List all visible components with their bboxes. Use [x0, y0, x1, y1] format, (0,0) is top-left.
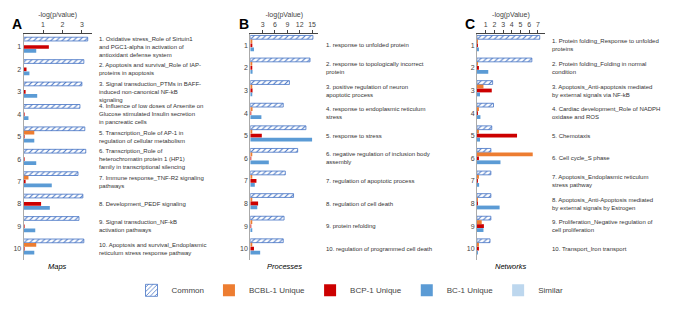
svg-text:10: 10 — [240, 245, 248, 252]
svg-text:2: 2 — [244, 64, 248, 71]
svg-text:2. Apoptosis and survival_Role: 2. Apoptosis and survival_Role of IAP-pr… — [99, 62, 201, 76]
svg-text:1: 1 — [17, 43, 21, 50]
svg-text:6. negative regulation of incl: 6. negative regulation of inclusion body… — [326, 151, 430, 165]
svg-text:1: 1 — [244, 42, 248, 49]
svg-text:9: 9 — [17, 223, 21, 230]
svg-text:7. Immune response_TNF-R2 sign: 7. Immune response_TNF-R2 signalingpathw… — [99, 175, 204, 189]
svg-text:1: 1 — [41, 21, 45, 28]
svg-text:BCBL-1 Unique: BCBL-1 Unique — [249, 286, 305, 295]
svg-text:6. Transcription_Role ofhetero: 6. Transcription_Role ofheterochromatin … — [99, 148, 185, 170]
svg-text:3: 3 — [244, 87, 248, 94]
svg-text:8: 8 — [471, 200, 475, 207]
svg-text:2: 2 — [17, 66, 21, 73]
svg-text:10: 10 — [467, 245, 475, 252]
svg-text:3. Signal transduction_PTMs in: 3. Signal transduction_PTMs in BAFF-indu… — [99, 81, 201, 103]
svg-text:10. regulation of programmed c: 10. regulation of programmed cell death — [326, 246, 432, 252]
svg-text:3: 3 — [261, 21, 265, 28]
svg-text:6: 6 — [527, 21, 531, 28]
svg-text:8: 8 — [244, 200, 248, 207]
svg-text:9: 9 — [285, 21, 289, 28]
svg-text:5: 5 — [244, 132, 248, 139]
svg-text:3: 3 — [471, 87, 475, 94]
svg-text:5: 5 — [471, 132, 475, 139]
svg-text:7. regulation of apoptotic pro: 7. regulation of apoptotic process — [326, 178, 414, 184]
svg-text:4: 4 — [17, 111, 21, 118]
svg-text:Common: Common — [172, 286, 204, 295]
svg-text:12: 12 — [296, 21, 304, 28]
svg-text:Similar: Similar — [538, 286, 563, 295]
svg-text:8. regulation of cell death: 8. regulation of cell death — [326, 201, 393, 207]
svg-text:5. Transcription_Role of AP-1: 5. Transcription_Role of AP-1 inregulati… — [99, 130, 185, 144]
svg-text:4: 4 — [471, 110, 475, 117]
svg-text:1. Oxidative stress_Role of Si: 1. Oxidative stress_Role of Sirtuin1and … — [99, 36, 193, 58]
svg-text:2: 2 — [471, 64, 475, 71]
svg-text:10. Apoptosis and survival_End: 10. Apoptosis and survival_Endoplasmicre… — [99, 242, 206, 256]
svg-text:3: 3 — [501, 21, 505, 28]
svg-text:9. Signal transduction_NF-kBac: 9. Signal transduction_NF-kBactivation p… — [99, 219, 177, 233]
svg-text:4. Influence of low doses of A: 4. Influence of low doses of Arsenite on… — [99, 103, 203, 125]
svg-text:8. Apoptosis_Anti-Apoptosis me: 8. Apoptosis_Anti-Apoptosis mediatedby e… — [552, 197, 653, 211]
svg-text:9. protein refolding: 9. protein refolding — [326, 223, 376, 229]
svg-text:2: 2 — [492, 21, 496, 28]
svg-text:8. Development_PEDF signaling: 8. Development_PEDF signaling — [99, 201, 186, 207]
svg-text:A: A — [12, 16, 22, 32]
svg-text:B: B — [239, 16, 249, 32]
svg-text:7. Apoptosis_Endoplasmic retic: 7. Apoptosis_Endoplasmic reticulumstress… — [552, 174, 648, 188]
svg-text:BC-1 Unique: BC-1 Unique — [447, 286, 493, 295]
svg-text:4. response to endoplasmic ret: 4. response to endoplasmic reticulumstre… — [326, 106, 425, 120]
svg-text:1: 1 — [471, 42, 475, 49]
svg-text:6: 6 — [17, 156, 21, 163]
svg-text:3: 3 — [17, 88, 21, 95]
svg-text:1. response to unfolded protei: 1. response to unfolded protein — [326, 42, 409, 48]
svg-text:6: 6 — [244, 155, 248, 162]
svg-text:7: 7 — [536, 21, 540, 28]
svg-text:Processes: Processes — [267, 262, 302, 271]
svg-text:5: 5 — [17, 133, 21, 140]
svg-text:9: 9 — [471, 223, 475, 230]
svg-text:15: 15 — [308, 21, 316, 28]
svg-text:4: 4 — [244, 110, 248, 117]
svg-text:-log(pValue): -log(pValue) — [492, 11, 530, 19]
svg-text:7: 7 — [17, 178, 21, 185]
svg-text:7: 7 — [471, 177, 475, 184]
svg-text:C: C — [465, 16, 475, 32]
svg-text:6. Cell cycle_S phase: 6. Cell cycle_S phase — [552, 155, 610, 161]
svg-text:7: 7 — [244, 177, 248, 184]
svg-text:6: 6 — [471, 155, 475, 162]
svg-text:2. Protein folding_Folding in: 2. Protein folding_Folding in normalcond… — [552, 61, 646, 75]
svg-text:6: 6 — [273, 21, 277, 28]
svg-text:10. Transport_Iron transport: 10. Transport_Iron transport — [552, 246, 627, 252]
svg-text:10: 10 — [13, 245, 21, 252]
svg-text:3. Apoptosis_Anti-apoptosis me: 3. Apoptosis_Anti-apoptosis mediatedby e… — [552, 84, 652, 98]
svg-text:4: 4 — [510, 21, 514, 28]
svg-text:Maps: Maps — [48, 262, 67, 271]
svg-text:5: 5 — [519, 21, 523, 28]
svg-text:BCP-1 Unique: BCP-1 Unique — [350, 286, 402, 295]
svg-text:3. positive regulation of neur: 3. positive regulation of neuronapoptoti… — [326, 84, 408, 98]
svg-text:1: 1 — [484, 21, 488, 28]
svg-text:2: 2 — [61, 21, 65, 28]
svg-text:-log(pValue): -log(pValue) — [265, 11, 303, 19]
svg-text:2. response to topologically i: 2. response to topologically incorrectpr… — [326, 61, 424, 75]
svg-text:1. Protein folding_Response to: 1. Protein folding_Response to unfoldedp… — [552, 38, 659, 52]
svg-text:8: 8 — [17, 200, 21, 207]
svg-text:4. Cardiac development_Role of: 4. Cardiac development_Role of NADPHoxid… — [552, 106, 660, 120]
svg-text:-log(p/value): -log(p/value) — [38, 11, 77, 19]
svg-text:9. Proliferation_Negative regu: 9. Proliferation_Negative regulation ofc… — [552, 219, 653, 233]
svg-text:3: 3 — [80, 21, 84, 28]
svg-text:9: 9 — [244, 223, 248, 230]
svg-text:5. response to stress: 5. response to stress — [326, 133, 382, 139]
svg-text:5. Chemotaxis: 5. Chemotaxis — [552, 133, 590, 139]
svg-text:Networks: Networks — [495, 262, 527, 271]
